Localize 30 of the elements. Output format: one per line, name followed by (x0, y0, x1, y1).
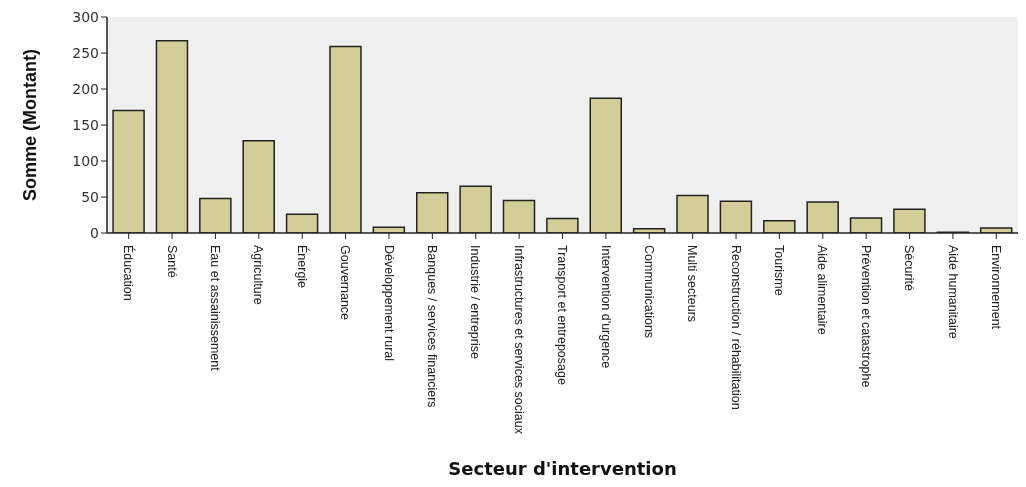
x-tick-label: Prévention et catastrophe (858, 245, 873, 388)
x-tick-label: Développement rural (381, 245, 396, 362)
x-tick-label: Environnement (988, 245, 1003, 330)
y-tick-label: 300 (72, 8, 99, 25)
x-tick-label: Tourisme (772, 245, 787, 296)
y-tick-label: 0 (90, 224, 99, 241)
x-tick-label: Santé (164, 245, 179, 278)
y-axis-title: Somme (Montant) (20, 49, 40, 201)
x-tick-label: Infrastructures et services sociaux (511, 245, 526, 435)
x-tick-label: Aide humanitaire (945, 245, 960, 339)
x-tick-label: Multi secteurs (685, 245, 700, 323)
x-tick-label: Sécurité (902, 245, 917, 291)
x-tick-label: Éducation (121, 245, 137, 301)
y-tick-label: 50 (81, 188, 99, 205)
y-tick-label: 150 (72, 116, 99, 133)
x-tick-label: Reconstruction / réhabilitation (728, 245, 743, 410)
x-tick-label: Agriculture (251, 245, 266, 305)
x-tick-label: Banques / services financiers (424, 245, 439, 408)
x-tick-label: Eau et assainissement (208, 245, 223, 372)
x-axis-title: Secteur d'intervention (447, 458, 678, 479)
y-tick-label: 100 (72, 152, 99, 169)
y-tick-label: 200 (72, 80, 99, 97)
x-tick-label: Industrie / entreprise (468, 245, 483, 359)
x-tick-label: Intervention d'urgence (598, 245, 613, 369)
x-tick-label: Transport et entreposage (555, 245, 570, 385)
x-tick-label: Énergie (294, 245, 310, 289)
y-tick-label: 250 (72, 44, 99, 61)
x-tick-label: Communications (641, 245, 656, 339)
x-tick-label: Gouvernance (338, 245, 353, 321)
x-tick-label: Aide alimentaire (815, 245, 830, 335)
